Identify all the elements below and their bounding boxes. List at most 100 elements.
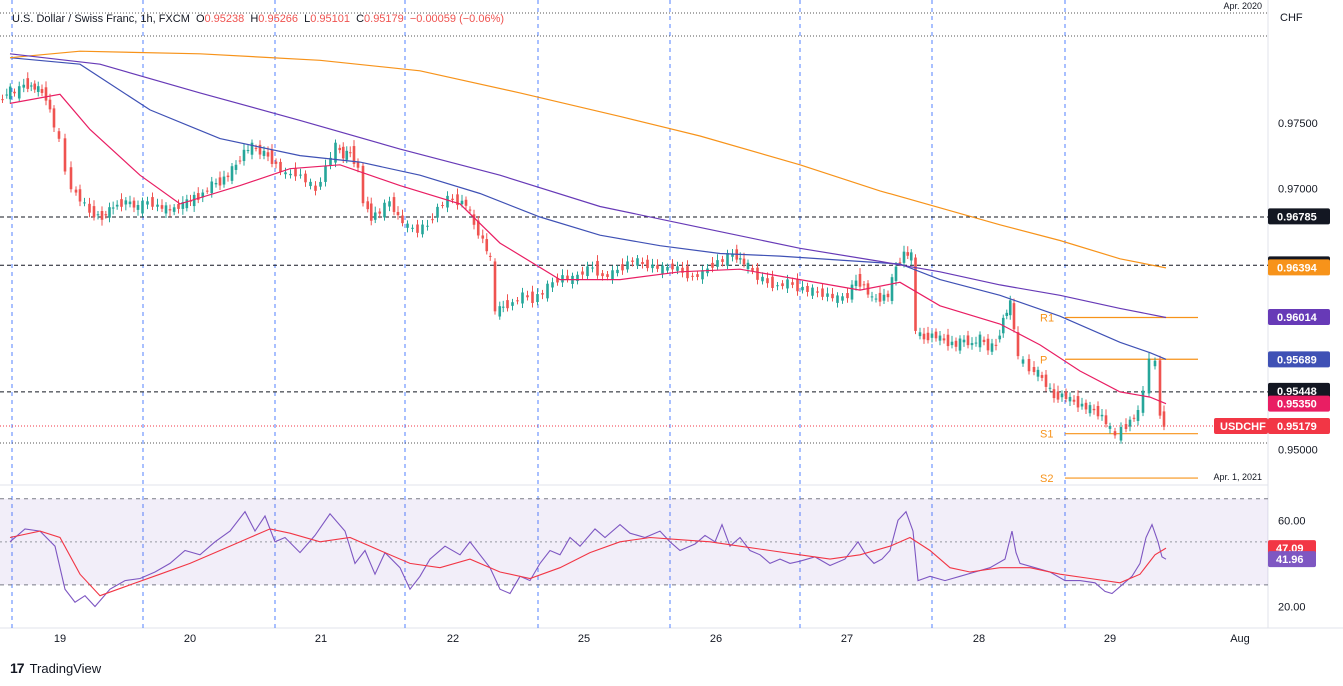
candle-body [1072, 399, 1076, 402]
candle-body [1088, 405, 1092, 414]
candle-body [1136, 409, 1140, 421]
candle-body [1158, 360, 1162, 416]
candle-body [172, 207, 176, 212]
candle-body [898, 262, 902, 264]
time-tick-label: 27 [841, 633, 853, 645]
price-tag: 0.96785 [1277, 211, 1317, 223]
candle-body [811, 287, 814, 296]
candle-body [1100, 414, 1104, 417]
price-tag-bg [1268, 259, 1330, 276]
candle-body [279, 161, 282, 172]
candle-body [329, 157, 332, 166]
candle-body [242, 149, 246, 162]
candle-body [1060, 393, 1064, 398]
candle-body [651, 264, 654, 269]
candle-body [476, 220, 480, 236]
candle-body [636, 258, 639, 266]
candle-body [930, 333, 934, 338]
candle-body [1124, 424, 1128, 429]
candle-body [341, 146, 345, 159]
candle-body [696, 274, 699, 277]
candle-body [421, 224, 424, 235]
candle-body [1056, 391, 1060, 400]
candle-body [816, 291, 819, 293]
candle-body [596, 260, 599, 276]
candle-body [274, 161, 278, 164]
candle-body [1016, 332, 1020, 357]
candle-body [516, 300, 519, 302]
time-tick-label: 29 [1104, 633, 1116, 645]
candle-body [160, 205, 164, 209]
top-date-marker: Apr. 2020 [1223, 1, 1262, 11]
time-tick-label: Aug [1230, 633, 1250, 645]
grid [0, 0, 1343, 629]
candle-body [456, 194, 459, 206]
candle-body [546, 283, 549, 299]
low-label: L [304, 13, 310, 25]
candle-body [369, 203, 373, 221]
candle-body [711, 262, 714, 268]
candle-body [666, 266, 669, 271]
candle-body [1147, 358, 1151, 394]
candle-body [388, 201, 391, 207]
candle-body [691, 275, 694, 277]
candle-body [361, 165, 365, 204]
candle-body [746, 262, 750, 269]
candle-body [460, 200, 464, 205]
candle-body [218, 177, 222, 186]
candle-body [946, 334, 950, 347]
high-value: 0.95266 [258, 13, 298, 25]
candle-body [934, 331, 938, 339]
candle-body [1005, 312, 1009, 316]
candle-body [950, 341, 954, 346]
rsi-line-rsi-ma [9, 528, 1167, 597]
candle-body [738, 258, 742, 260]
candle-body [681, 267, 684, 273]
candle-body [942, 338, 946, 341]
candle-body [314, 185, 317, 191]
candle-body [671, 263, 674, 270]
candle-body [104, 214, 108, 216]
candle-body [994, 344, 998, 346]
candle-body [48, 99, 52, 110]
price-tag-bg [1268, 351, 1330, 368]
candle-body [383, 202, 386, 218]
candle-body [1132, 417, 1136, 419]
price-tag: 0.95689 [1277, 354, 1317, 366]
candle-body [841, 296, 844, 301]
bottom-date-marker: Apr. 1, 2021 [1213, 472, 1262, 482]
candle-body [472, 214, 476, 225]
candle-body [250, 142, 254, 155]
candle-body [1141, 390, 1145, 413]
candle-body [821, 288, 824, 297]
time-tick-label: 20 [184, 633, 196, 645]
candle-body [352, 146, 356, 164]
time-tick-label: 21 [315, 633, 327, 645]
price-tag-bg [1268, 208, 1330, 225]
brand[interactable]: 17 TradingView [10, 660, 101, 676]
candle-body [111, 207, 115, 209]
candle-body [561, 275, 564, 283]
symbol-title: U.S. Dollar / Swiss Franc, 1h, FXCM [12, 13, 190, 25]
pivot-label: R1 [1040, 313, 1054, 325]
candle-body [258, 144, 262, 155]
candle-body [177, 204, 180, 209]
candle-body [631, 260, 634, 262]
price-tag: 0.95448 [1277, 386, 1317, 398]
open-value: 0.95238 [205, 13, 245, 25]
candle-body [78, 189, 82, 202]
candle-body [1021, 359, 1025, 364]
candle-body [396, 211, 400, 216]
candle-body [1096, 405, 1100, 417]
candle-body [210, 181, 214, 194]
candle-body [238, 160, 242, 162]
candle-body [366, 201, 370, 210]
candle-body [481, 235, 485, 239]
price-tag-bg [1268, 308, 1330, 325]
price-tag-bg [1268, 382, 1330, 399]
candle-body [766, 278, 769, 284]
candle-body [168, 209, 172, 211]
candle-body [756, 267, 759, 280]
